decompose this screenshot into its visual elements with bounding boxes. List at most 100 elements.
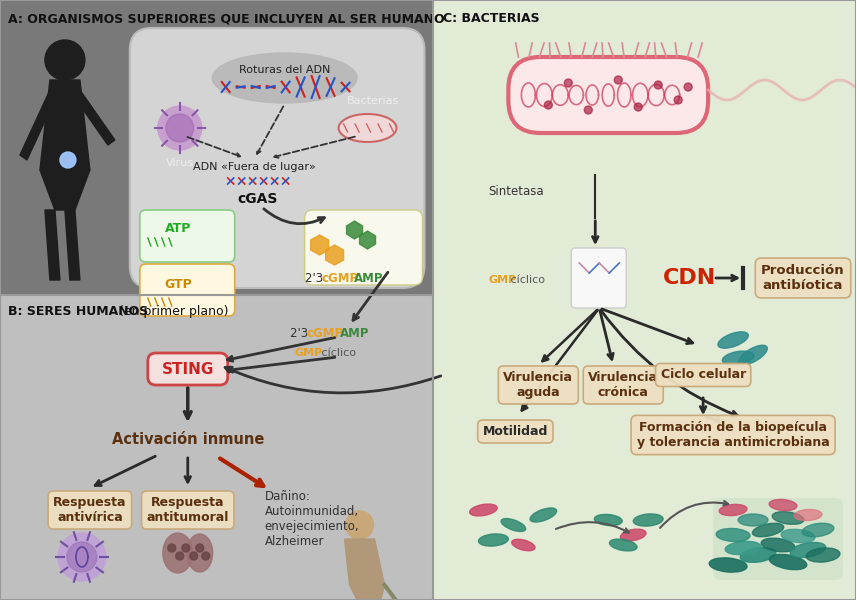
Ellipse shape [512, 539, 535, 551]
Ellipse shape [530, 508, 556, 522]
FancyBboxPatch shape [140, 210, 235, 262]
Text: cGMP: cGMP [307, 327, 344, 340]
Ellipse shape [772, 512, 804, 524]
Circle shape [544, 101, 552, 109]
Ellipse shape [470, 504, 497, 516]
Ellipse shape [806, 548, 840, 562]
Text: Respuesta
antitumoral: Respuesta antitumoral [147, 496, 229, 524]
Circle shape [58, 533, 106, 581]
Text: ATP: ATP [165, 222, 191, 235]
Ellipse shape [620, 529, 646, 541]
Ellipse shape [609, 539, 637, 551]
Polygon shape [73, 90, 115, 145]
Ellipse shape [718, 332, 748, 348]
Ellipse shape [794, 509, 822, 521]
Text: Formación de la biopeícula
y tolerancia antimicrobiana: Formación de la biopeícula y tolerancia … [637, 421, 830, 449]
Ellipse shape [716, 529, 750, 542]
Circle shape [201, 552, 210, 560]
Text: Virulencia
aguda: Virulencia aguda [503, 371, 573, 399]
Ellipse shape [501, 518, 525, 532]
Ellipse shape [769, 499, 797, 511]
Circle shape [634, 103, 642, 111]
Polygon shape [45, 210, 60, 280]
Circle shape [158, 106, 201, 150]
Circle shape [189, 552, 198, 560]
Text: Dañino:
Autoinmunidad,
envejecimiento,
Alzheimer: Dañino: Autoinmunidad, envejecimiento, A… [265, 490, 359, 548]
Polygon shape [65, 210, 80, 280]
Text: STING: STING [162, 361, 214, 377]
Ellipse shape [725, 541, 761, 554]
Ellipse shape [594, 514, 622, 526]
Text: Sintetasa: Sintetasa [488, 185, 544, 198]
Ellipse shape [761, 538, 795, 552]
FancyBboxPatch shape [508, 57, 708, 133]
Text: (en primer plano): (en primer plano) [115, 305, 228, 318]
Text: Activación inmune: Activación inmune [111, 432, 264, 447]
Circle shape [182, 544, 189, 552]
Text: cíclico: cíclico [507, 275, 545, 285]
Ellipse shape [770, 554, 806, 569]
Text: GMP: GMP [488, 275, 517, 285]
Circle shape [684, 83, 692, 91]
Ellipse shape [722, 351, 754, 365]
Circle shape [614, 76, 622, 84]
Ellipse shape [187, 534, 213, 572]
Ellipse shape [739, 345, 767, 365]
Text: CDN: CDN [663, 268, 716, 288]
Bar [0, 0, 434, 295]
Ellipse shape [752, 523, 784, 537]
FancyBboxPatch shape [140, 264, 235, 316]
Text: Respuesta
antivírica: Respuesta antivírica [53, 496, 127, 524]
Ellipse shape [738, 514, 768, 526]
Circle shape [345, 511, 374, 539]
Text: A: ORGANISMOS SUPERIORES QUE INCLUYEN AL SER HUMANO: A: ORGANISMOS SUPERIORES QUE INCLUYEN AL… [8, 12, 445, 25]
Ellipse shape [710, 558, 747, 572]
Text: Ciclo celular: Ciclo celular [661, 368, 746, 382]
Text: GMP: GMP [295, 348, 323, 358]
Ellipse shape [740, 548, 776, 562]
Ellipse shape [802, 523, 834, 537]
Polygon shape [346, 221, 363, 239]
Ellipse shape [478, 534, 508, 546]
Ellipse shape [633, 514, 663, 526]
Ellipse shape [719, 505, 747, 515]
Circle shape [165, 114, 194, 142]
Ellipse shape [213, 53, 357, 103]
Text: Roturas del ADN: Roturas del ADN [239, 65, 330, 75]
Circle shape [60, 152, 76, 168]
FancyBboxPatch shape [572, 248, 626, 308]
FancyBboxPatch shape [130, 28, 424, 288]
Text: Motilidad: Motilidad [482, 425, 548, 438]
Circle shape [195, 544, 204, 552]
Text: ADN «Fuera de lugar»: ADN «Fuera de lugar» [194, 162, 316, 172]
Polygon shape [326, 245, 344, 265]
Text: Bacterias: Bacterias [346, 96, 399, 106]
Circle shape [674, 96, 682, 104]
Text: cGMP: cGMP [321, 272, 359, 285]
Text: Virus: Virus [165, 158, 194, 168]
Text: AMP: AMP [339, 327, 369, 340]
Polygon shape [40, 80, 90, 210]
Circle shape [584, 106, 592, 114]
Ellipse shape [339, 114, 397, 142]
Circle shape [168, 544, 176, 552]
FancyBboxPatch shape [304, 210, 423, 285]
Text: cíclico: cíclico [318, 348, 356, 358]
Circle shape [67, 542, 97, 572]
Text: 2'3: 2'3 [304, 272, 327, 285]
Ellipse shape [790, 542, 826, 557]
Ellipse shape [163, 533, 193, 573]
Polygon shape [20, 90, 57, 160]
Circle shape [564, 79, 572, 87]
Text: Producción
antibíotica: Producción antibíotica [761, 264, 845, 292]
Text: B: SERES HUMANOS: B: SERES HUMANOS [8, 305, 148, 318]
FancyBboxPatch shape [713, 498, 843, 580]
Text: 2'3: 2'3 [290, 327, 312, 340]
Text: C: BACTERIAS: C: BACTERIAS [443, 12, 540, 25]
Text: cGAS: cGAS [237, 192, 278, 206]
Text: GTP: GTP [164, 278, 192, 291]
Text: AMP: AMP [354, 272, 383, 285]
Bar [0, 295, 434, 600]
Circle shape [45, 40, 85, 80]
FancyBboxPatch shape [147, 353, 228, 385]
